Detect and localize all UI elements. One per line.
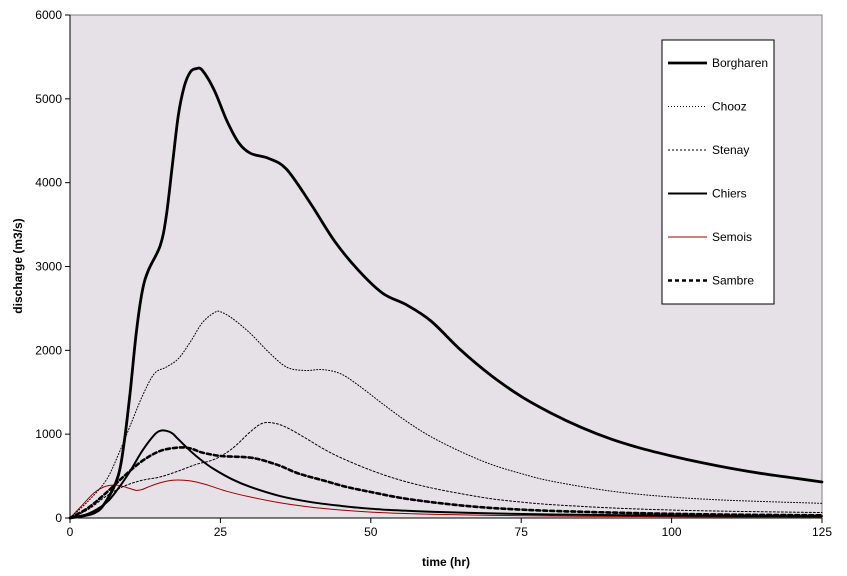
legend-label-chooz: Chooz bbox=[712, 100, 747, 114]
y-tick-label: 3000 bbox=[35, 260, 62, 274]
x-tick-label: 25 bbox=[214, 525, 228, 539]
series-line-chiers bbox=[69, 429, 823, 519]
y-tick-label: 5000 bbox=[35, 92, 62, 106]
legend-label-semois: Semois bbox=[712, 230, 752, 244]
y-tick-label: 0 bbox=[55, 511, 62, 525]
series-layer bbox=[68, 66, 824, 520]
x-tick-label: 125 bbox=[812, 525, 832, 539]
series-line-sambre bbox=[68, 446, 824, 520]
legend-label-borgharen: Borgharen bbox=[712, 56, 768, 70]
y-tick-label: 6000 bbox=[35, 8, 62, 22]
series-line-borgharen bbox=[68, 66, 824, 520]
series-line-chooz bbox=[69, 310, 823, 519]
legend-label-chiers: Chiers bbox=[712, 187, 747, 201]
legend: Borgharen Chooz Stenay Chiers Semois Sambre bbox=[661, 39, 775, 305]
y-tick-label: 1000 bbox=[35, 427, 62, 441]
legend-box bbox=[661, 39, 775, 305]
x-tick-label: 50 bbox=[364, 525, 378, 539]
x-tick-label: 100 bbox=[662, 525, 682, 539]
y-tick-label: 4000 bbox=[35, 176, 62, 190]
ticks: 0 25 50 75 100 125 0 1000 2000 3000 4000 5000 6000 bbox=[35, 8, 832, 539]
y-axis-title: discharge (m3/s) bbox=[11, 218, 25, 313]
x-tick-label: 0 bbox=[67, 525, 74, 539]
y-tick-label: 2000 bbox=[35, 343, 62, 357]
series-line-stenay bbox=[69, 421, 823, 519]
x-tick-label: 75 bbox=[515, 525, 529, 539]
legend-label-sambre: Sambre bbox=[712, 274, 754, 288]
legend-label-stenay: Stenay bbox=[712, 143, 749, 157]
x-axis-title: time (hr) bbox=[422, 555, 470, 569]
series-line-semois bbox=[69, 479, 823, 519]
